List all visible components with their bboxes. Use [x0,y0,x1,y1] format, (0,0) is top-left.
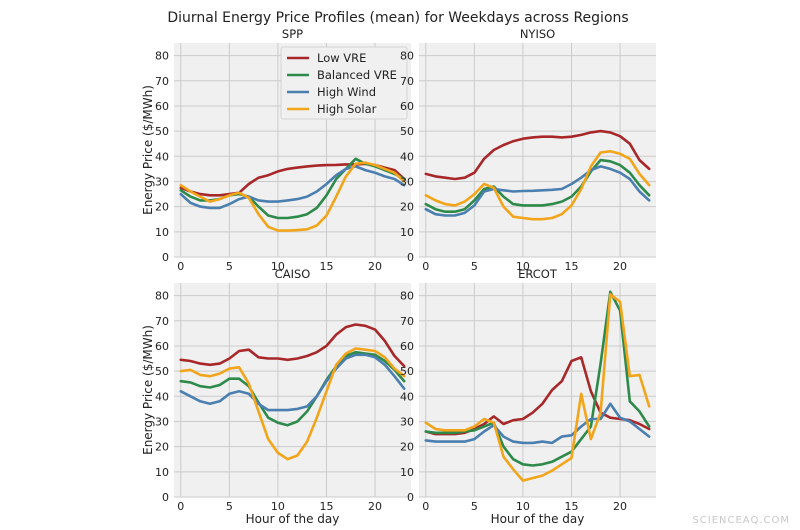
panel-caiso: 0 10 20 30 40 50 60 70 80 0 5 10 15 20 CAISO Energy Pri… [141,267,411,526]
y-axis-label: Energy Price ($/MWh) [141,85,155,215]
y-tick-label: 60 [155,100,169,113]
legend-entry: High Wind [317,85,376,99]
y-tick-label: 20 [400,201,414,214]
y-tick-label: 40 [400,150,414,163]
y-tick-label: 0 [162,251,169,264]
panel-ercot: 0 10 20 30 40 50 60 70 80 0 5 10 15 20 ERCOT Hour of th… [400,267,656,526]
panel-title: ERCOT [518,267,558,281]
y-tick-label: 60 [155,340,169,353]
x-tick-label: 0 [422,260,429,273]
legend: Low VRE Balanced VRE High Wind High Solar [280,46,408,120]
x-tick-label: 15 [319,500,333,513]
series-line-high-wind [424,402,651,445]
x-tick-label: 10 [516,260,530,273]
x-tick-label: 15 [564,500,578,513]
figure-title: Diurnal Energy Price Profiles (mean) for… [167,10,628,26]
series-line-high-wind [179,353,406,412]
y-tick-label: 10 [400,466,414,479]
x-tick-label: 0 [177,500,184,513]
y-tick-label: 20 [155,201,169,214]
y-axis-label: Energy Price ($/MWh) [141,325,155,455]
y-tick-label: 0 [407,251,414,264]
y-tick-label: 20 [400,441,414,454]
x-tick-label: 20 [368,500,382,513]
legend-box [280,46,408,120]
panel-title: SPP [282,27,303,41]
y-tick-label: 0 [162,491,169,504]
x-tick-label: 5 [471,260,478,273]
x-axis-label: Hour of the day [491,512,585,526]
panel-spp: 0 10 20 30 40 50 60 70 80 0 5 10 15 20 SPP Energy Price… [141,27,411,273]
y-tick-label: 40 [400,390,414,403]
y-tick-label: 30 [155,415,169,428]
plot-background [174,283,411,497]
y-tick-label: 20 [155,441,169,454]
x-tick-label: 5 [226,500,233,513]
y-tick-label: 70 [400,75,414,88]
x-tick-label: 20 [368,260,382,273]
series-line-high-wind [179,165,406,210]
panel-title: NYISO [520,27,555,41]
y-tick-label: 70 [155,315,169,328]
y-tick-label: 30 [400,175,414,188]
x-tick-label: 5 [471,500,478,513]
x-tick-label: 0 [422,500,429,513]
y-tick-label: 70 [400,315,414,328]
y-tick-label: 80 [400,50,414,63]
x-tick-label: 10 [271,500,285,513]
panel-nyiso: 0 10 20 30 40 50 60 70 80 0 5 10 15 20 NYISO [400,27,656,273]
y-tick-label: 50 [155,125,169,138]
y-tick-label: 10 [155,466,169,479]
plot-background [419,283,656,497]
series-line-high-solar [179,161,406,232]
watermark: SCIENCEAQ.COM [692,515,790,526]
x-tick-label: 0 [177,260,184,273]
y-tick-label: 30 [155,175,169,188]
x-tick-label: 10 [271,260,285,273]
x-tick-label: 10 [516,500,530,513]
series-line-balanced-vre [179,350,406,427]
legend-entry: High Solar [317,102,377,116]
y-tick-label: 40 [155,150,169,163]
y-tick-label: 10 [155,226,169,239]
y-tick-label: 80 [155,290,169,303]
y-tick-label: 60 [400,100,414,113]
x-tick-label: 15 [564,260,578,273]
series-line-high-wind [424,165,651,217]
x-tick-label: 15 [319,260,333,273]
y-tick-label: 70 [155,75,169,88]
series-line-balanced-vre [424,158,651,213]
x-tick-label: 20 [613,260,627,273]
series-line-low-vre [424,129,651,181]
y-tick-label: 50 [400,365,414,378]
y-tick-label: 50 [155,365,169,378]
y-tick-label: 40 [155,390,169,403]
series-line-high-solar [424,292,651,482]
series-line-low-vre [179,323,406,368]
legend-entry: Low VRE [317,51,366,65]
x-axis-label: Hour of the day [246,512,340,526]
x-tick-label: 20 [613,500,627,513]
y-tick-label: 60 [400,340,414,353]
panel-title: CAISO [275,267,311,281]
series-line-high-solar [424,150,651,221]
y-tick-label: 0 [407,491,414,504]
y-tick-label: 50 [400,125,414,138]
y-tick-label: 30 [400,415,414,428]
legend-entry: Balanced VRE [317,68,397,82]
y-tick-label: 80 [400,290,414,303]
x-tick-label: 5 [226,260,233,273]
series-line-high-solar [179,347,406,461]
y-tick-label: 10 [400,226,414,239]
plot-background [419,43,656,257]
y-tick-label: 80 [155,50,169,63]
